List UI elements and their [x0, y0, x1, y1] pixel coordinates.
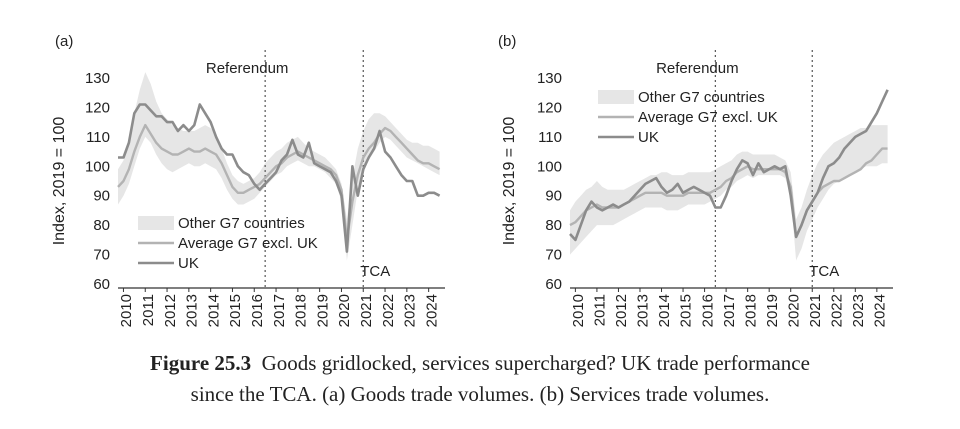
caption-text-1: Goods gridlocked, services supercharged?…: [261, 351, 810, 375]
x-tick-label: 2012: [162, 294, 179, 327]
x-tick-label: 2017: [721, 294, 738, 327]
referendum-annotation: Referendum: [206, 60, 289, 77]
y-axis-label: Index, 2019 = 100: [501, 117, 518, 246]
x-tick-label: 2023: [402, 294, 419, 327]
legend-label: Average G7 excl. UK: [178, 235, 318, 252]
x-tick-label: 2022: [380, 294, 397, 327]
panel-b: (b) Index, 2019 = 100 60 70 80 90 100 110 120 130…: [498, 33, 893, 327]
x-tick-label: 2010: [118, 294, 135, 327]
y-tick-label: 60: [545, 276, 562, 293]
y-tick-label: 120: [537, 99, 562, 116]
tca-annotation: TCA: [809, 263, 839, 280]
panel-label: (a): [55, 33, 73, 50]
y-tick-label: 110: [86, 129, 110, 146]
x-tick-label: 2015: [678, 294, 695, 327]
y-tick-label: 80: [545, 217, 562, 234]
x-tick-label: 2014: [656, 294, 673, 327]
panel-label: (b): [498, 33, 516, 50]
tca-annotation: TCA: [360, 263, 390, 280]
x-tick-label: 2014: [205, 294, 222, 327]
caption-line-2: since the TCA. (a) Goods trade volumes. …: [190, 382, 770, 406]
y-tick-label: 120: [85, 99, 110, 116]
band-other-g7: [570, 125, 888, 261]
y-tick-label: 70: [545, 247, 562, 264]
x-tick-label: 2011: [592, 294, 609, 326]
legend: Other G7 countries Average G7 excl. UK UK: [138, 215, 318, 272]
caption-label: Figure 25.3: [150, 351, 252, 375]
legend-label: Other G7 countries: [178, 215, 305, 232]
legend-label: UK: [178, 255, 199, 272]
x-tick-label: 2018: [742, 294, 759, 327]
line-uk: [118, 103, 441, 253]
x-tick-label: 2019: [764, 294, 781, 327]
y-tick-label: 90: [93, 188, 110, 205]
y-tick-label: 130: [85, 70, 110, 87]
y-tick-label: 70: [93, 247, 110, 264]
x-tick-label: 2020: [336, 294, 353, 327]
legend: Other G7 countries Average G7 excl. UK UK: [598, 89, 778, 146]
legend-label: Average G7 excl. UK: [638, 109, 778, 126]
x-tick-label: 2023: [850, 294, 867, 327]
referendum-annotation: Referendum: [656, 60, 739, 77]
legend-label: Other G7 countries: [638, 89, 765, 106]
x-tick-label: 2012: [613, 294, 630, 327]
y-tick-label: 130: [537, 70, 562, 87]
y-tick-label: 90: [545, 188, 562, 205]
x-tick-label: 2020: [785, 294, 802, 327]
x-tick-label: 2019: [314, 294, 331, 327]
x-tick-label: 2022: [828, 294, 845, 327]
y-tick-label: 80: [93, 217, 110, 234]
figure-caption: Figure 25.3 Goods gridlocked, services s…: [0, 348, 960, 410]
y-tick-label: 60: [93, 276, 110, 293]
x-tick-label: 2017: [271, 294, 288, 327]
y-axis-label: Index, 2019 = 100: [51, 117, 68, 246]
x-tick-label: 2011: [140, 294, 157, 326]
legend-label: UK: [638, 129, 659, 146]
x-tick-label: 2010: [570, 294, 587, 327]
legend-swatch-band: [598, 90, 634, 104]
caption-line-1: Figure 25.3 Goods gridlocked, services s…: [0, 348, 960, 379]
line-uk: [569, 89, 889, 242]
x-tick-label: 2016: [699, 294, 716, 327]
x-tick-label: 2015: [227, 294, 244, 327]
x-tick-label: 2013: [184, 294, 201, 327]
y-tick-label: 100: [537, 158, 562, 175]
legend-swatch-band: [138, 216, 174, 230]
x-tick-label: 2013: [635, 294, 652, 327]
x-tick-label: 2018: [293, 294, 310, 327]
y-tick-label: 110: [538, 129, 562, 146]
y-tick-label: 100: [85, 158, 110, 175]
x-tick-label: 2021: [807, 294, 824, 327]
panel-a: (a) Index, 2019 = 100 60 70 80 90 100 110 120 130…: [51, 33, 445, 327]
x-tick-label: 2024: [423, 294, 440, 327]
x-tick-label: 2024: [872, 294, 889, 327]
x-tick-label: 2021: [358, 294, 375, 327]
x-tick-label: 2016: [249, 294, 266, 327]
